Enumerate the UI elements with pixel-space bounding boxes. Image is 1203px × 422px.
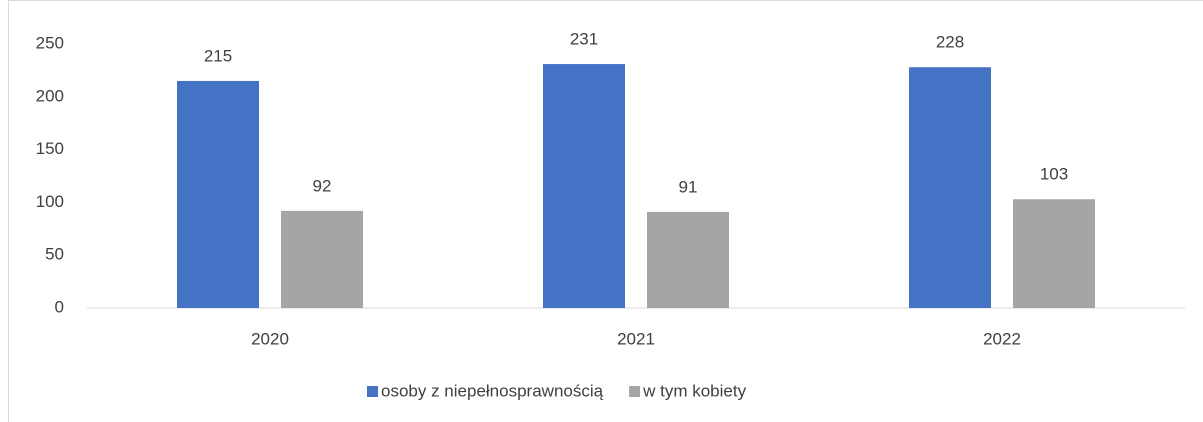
x-tick-label: 2020 [251, 329, 289, 348]
bar [281, 210, 363, 308]
bar [1013, 199, 1095, 308]
y-tick-label: 250 [36, 33, 64, 52]
data-label: 228 [936, 33, 964, 52]
data-label: 92 [313, 176, 332, 195]
bar [177, 80, 259, 309]
data-label: 103 [1040, 165, 1068, 184]
x-tick-label: 2022 [983, 329, 1021, 348]
legend-label: w tym kobiety [642, 381, 746, 400]
data-label: 91 [679, 177, 698, 196]
legend-swatch [367, 386, 378, 397]
data-label: 215 [204, 46, 232, 65]
bar [909, 67, 991, 309]
bar [647, 211, 729, 308]
bar [543, 64, 625, 309]
legend-swatch [629, 386, 641, 397]
y-tick-label: 50 [45, 245, 64, 264]
chart-frame [8, 0, 1203, 422]
x-tick-label: 2021 [617, 329, 655, 348]
y-tick-label: 150 [36, 139, 64, 158]
y-tick-label: 0 [55, 297, 64, 316]
legend-label: osoby z niepełnosprawnością [381, 381, 604, 400]
y-tick-label: 200 [36, 86, 64, 105]
y-tick-label: 100 [36, 192, 64, 211]
data-label: 231 [570, 30, 598, 49]
